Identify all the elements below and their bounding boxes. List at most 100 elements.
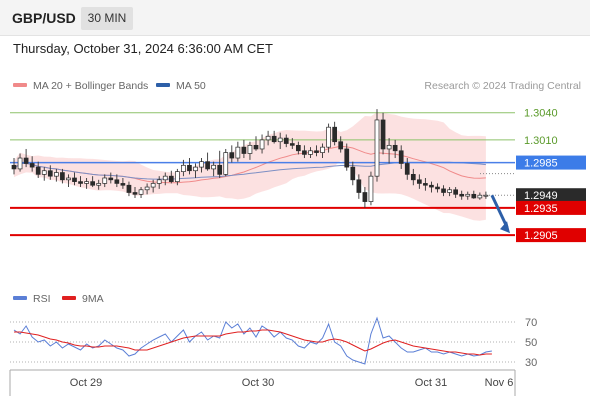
- candle-body: [459, 193, 465, 197]
- candle-body: [126, 184, 132, 193]
- projection-arrow-line: [490, 194, 509, 228]
- projection-arrow-head: [500, 221, 510, 234]
- candle-body: [17, 157, 23, 170]
- candle-body: [265, 135, 271, 141]
- candle-body: [271, 135, 277, 143]
- candle-body: [211, 164, 216, 170]
- candle-body: [108, 177, 114, 181]
- candle-body: [60, 172, 65, 181]
- candle-body: [120, 183, 126, 186]
- candle-body: [47, 170, 53, 177]
- candle-body: [253, 144, 259, 150]
- candle-body: [102, 177, 108, 184]
- candle-body: [72, 177, 77, 182]
- rsi-ma-line: [14, 329, 492, 356]
- candle-body: [417, 179, 422, 184]
- candle-body: [453, 189, 458, 195]
- x-tick-label: Oct 31: [415, 377, 447, 389]
- candle-body: [332, 126, 337, 143]
- candle-body: [144, 186, 150, 191]
- candle-body: [229, 152, 235, 159]
- candle-body: [205, 161, 210, 170]
- candle-body: [338, 141, 344, 150]
- support-badge: [516, 228, 586, 243]
- legend-rsi: RSI: [13, 293, 51, 305]
- candle-body: [362, 192, 368, 202]
- x-tick-label: Oct 30: [242, 377, 274, 389]
- top-bar: GBP/USD 30 MIN: [0, 0, 590, 36]
- bollinger-band: [14, 112, 486, 221]
- legend-ma20-label: MA 20 + Bollinger Bands: [33, 80, 149, 92]
- x-tick-label: Nov 6: [485, 377, 514, 389]
- last-price-badge: [516, 188, 586, 203]
- candle-body: [296, 144, 301, 152]
- candle-body: [84, 181, 89, 184]
- candle-body: [326, 126, 331, 148]
- candle-body: [277, 137, 283, 143]
- candle-body: [368, 175, 374, 202]
- candle-body: [96, 183, 102, 186]
- candle-body: [181, 164, 186, 172]
- candle-body: [302, 150, 307, 155]
- resistance-label: 1.3040: [524, 108, 558, 120]
- candle-body: [78, 181, 83, 184]
- candle-body: [441, 188, 446, 193]
- last-price-label: 1.2949: [524, 190, 558, 202]
- candle-body: [175, 171, 180, 182]
- legend-ma50-label: MA 50: [176, 80, 206, 92]
- timeframe-button[interactable]: 30 MIN: [81, 7, 133, 30]
- candle-body: [356, 179, 362, 193]
- legend-ma20-swatch: [13, 83, 27, 88]
- candle-body: [465, 193, 471, 197]
- candle-body: [223, 152, 229, 175]
- candle-body: [374, 119, 380, 177]
- chart-datetime: Thursday, October 31, 2024 6:36:00 AM CE…: [13, 41, 273, 56]
- candle-body: [199, 161, 204, 168]
- legend-ma20: MA 20 + Bollinger Bands: [13, 80, 148, 92]
- rsi-tick-label: 70: [525, 317, 537, 329]
- candle-body: [314, 150, 319, 153]
- candle-body: [259, 139, 265, 150]
- candle-body: [350, 166, 356, 181]
- pivot-badge: [516, 155, 586, 170]
- candle-body: [410, 174, 416, 181]
- candle-body: [138, 189, 144, 195]
- candle-body: [483, 194, 489, 197]
- legend-9ma-label: 9MA: [82, 293, 104, 305]
- candle-body: [289, 143, 295, 146]
- candle-body: [423, 183, 428, 186]
- candle-body: [41, 170, 47, 175]
- candle-body: [66, 177, 71, 181]
- x-tick-label: Oct 29: [70, 377, 102, 389]
- candle-body: [392, 144, 398, 152]
- candle-body: [344, 148, 350, 168]
- candle-body: [380, 119, 386, 150]
- rsi-tick-label: 30: [525, 357, 537, 369]
- candle-body: [471, 193, 477, 199]
- rsi-tick-label: 50: [525, 337, 537, 349]
- candle-body: [35, 166, 41, 175]
- candle-body: [53, 172, 59, 177]
- legend-ma50-swatch: [156, 83, 170, 88]
- candle-body: [162, 175, 168, 181]
- rsi-line: [13, 316, 492, 365]
- candle-body: [90, 181, 96, 186]
- candle-body: [114, 179, 120, 184]
- candle-body: [23, 157, 29, 164]
- candle-body: [308, 150, 313, 155]
- candle-body: [235, 146, 241, 159]
- candle-body: [217, 164, 223, 175]
- candle-body: [247, 144, 253, 154]
- candle-body: [477, 194, 483, 199]
- resistance-label: 1.3010: [524, 135, 558, 147]
- legend-rsi-label: RSI: [33, 293, 51, 305]
- candle-body: [187, 164, 192, 172]
- candle-body: [168, 175, 174, 182]
- candle-body: [132, 192, 138, 195]
- support-badge: [516, 200, 586, 215]
- candle-body: [447, 189, 452, 193]
- pivot-label: 1.2985: [524, 158, 558, 170]
- legend-ma50: MA 50: [156, 80, 206, 92]
- legend-9ma-swatch: [62, 296, 76, 301]
